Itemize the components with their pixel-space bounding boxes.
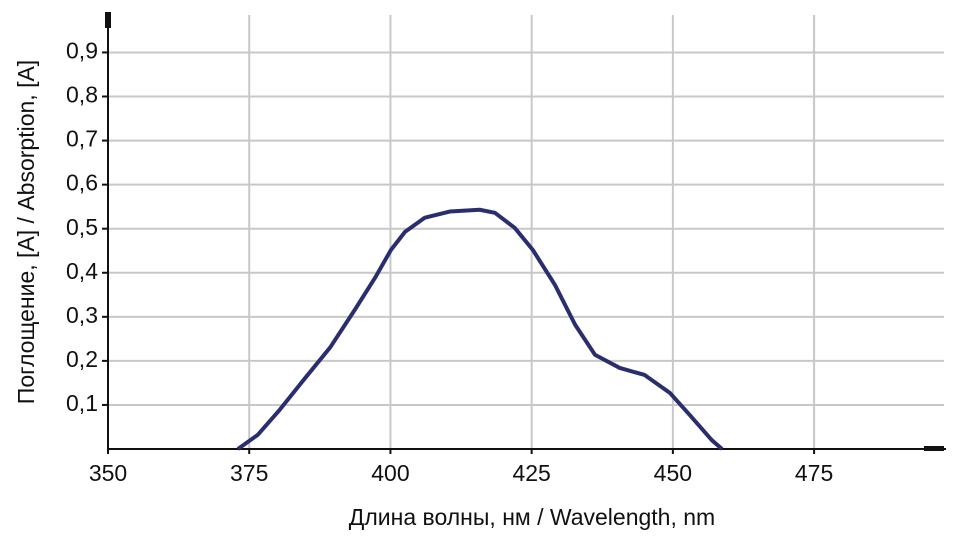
y-tick-label: 0,7 [66, 126, 98, 152]
x-axis-arrow [924, 446, 944, 451]
y-tick-label: 0,8 [66, 82, 98, 108]
y-tick-label: 0,2 [66, 346, 98, 372]
y-tick-label: 0,4 [66, 258, 98, 284]
y-tick-label: 0,3 [66, 302, 98, 328]
y-axis-arrow [105, 12, 111, 28]
x-tick-label: 450 [654, 460, 692, 486]
y-tick-label: 0,5 [66, 214, 98, 240]
data-line [236, 207, 724, 451]
y-tick-label: 0,6 [66, 170, 98, 196]
y-tick-label: 0,1 [66, 390, 98, 416]
x-tick-label: 475 [795, 460, 833, 486]
x-tick-label: 400 [371, 460, 409, 486]
y-tick-label: 0,9 [66, 38, 98, 64]
x-tick-label: 425 [512, 460, 550, 486]
y-axis-label: Поглощение, [A] / Absorption, [A] [13, 60, 39, 404]
x-axis-label: Длина волны, нм / Wavelength, nm [349, 504, 715, 530]
grid [108, 15, 944, 449]
x-tick-label: 350 [89, 460, 127, 486]
x-tick-label: 375 [230, 460, 268, 486]
